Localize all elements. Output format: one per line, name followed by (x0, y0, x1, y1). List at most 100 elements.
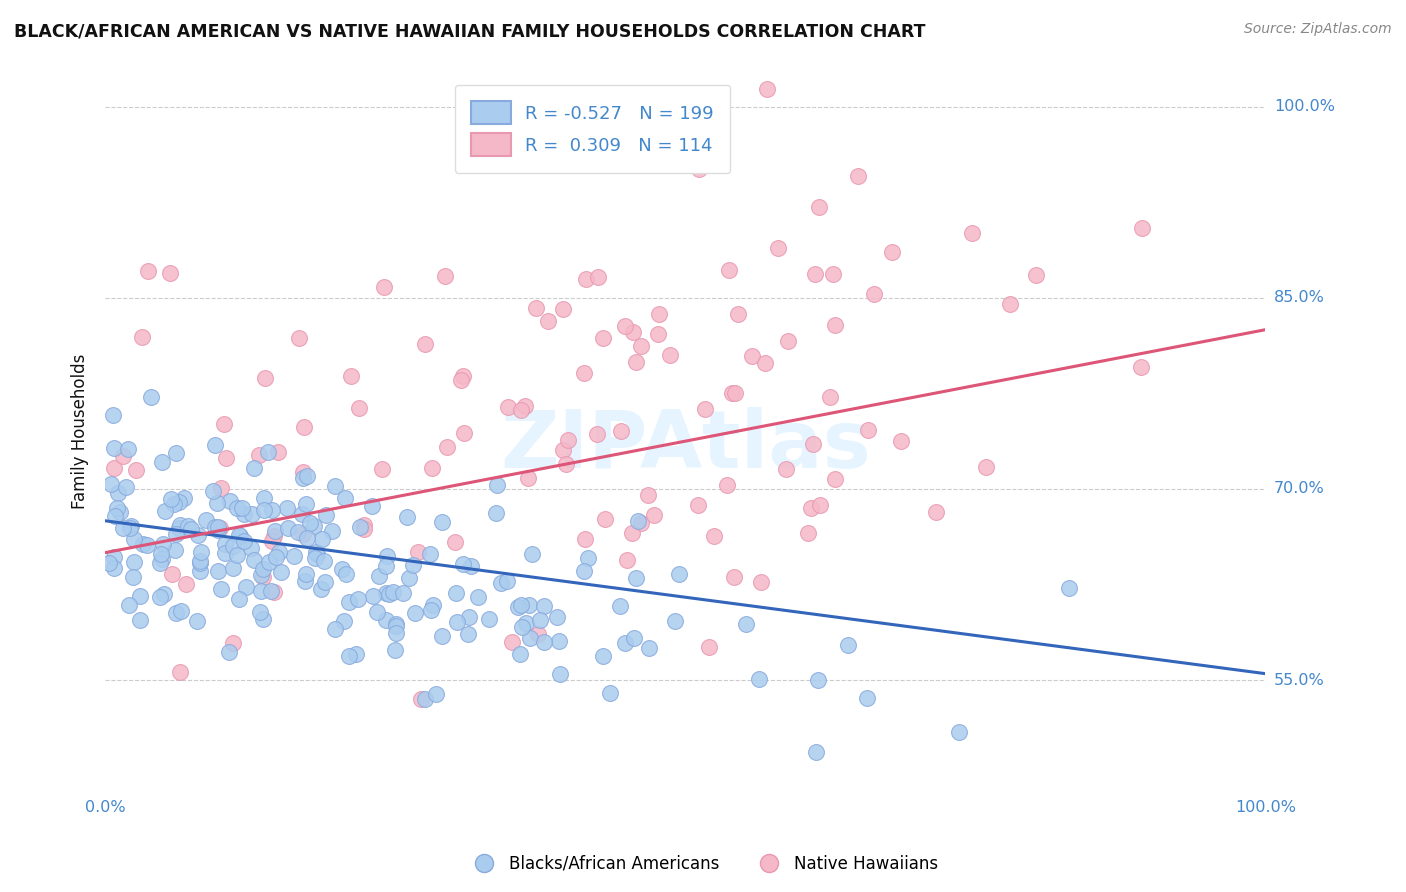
Point (159, 266, 181, 280)
Point (620, 526, 643, 541)
Point (537, 314, 560, 328)
Point (626, 355, 648, 369)
Point (821, 267, 844, 281)
Point (167, 521, 190, 535)
Point (925, 505, 948, 519)
Point (446, 586, 468, 600)
Point (513, 399, 536, 413)
Point (717, 262, 740, 277)
Point (948, 724, 970, 739)
Point (305, 547, 328, 561)
Point (222, 636, 245, 650)
Point (207, 496, 229, 510)
Point (139, 390, 162, 404)
Point (371, 462, 394, 476)
Point (112, 521, 135, 535)
Point (252, 561, 274, 575)
Point (664, 614, 686, 628)
Point (524, 301, 547, 316)
Point (533, 635, 555, 649)
Point (292, 465, 315, 479)
Point (118, 599, 141, 613)
Point (291, 527, 314, 541)
Point (515, 616, 537, 631)
Point (658, 348, 681, 362)
Point (257, 444, 280, 458)
Point (120, 521, 142, 535)
Legend: Blacks/African Americans, Native Hawaiians: Blacks/African Americans, Native Hawaiia… (461, 848, 945, 880)
Point (177, 519, 200, 533)
Point (103, 550, 125, 565)
Point (800, 500, 823, 515)
Point (574, 564, 596, 578)
Point (188, 554, 211, 568)
Point (557, 433, 579, 447)
Point (614, 636, 637, 650)
Point (173, 491, 195, 506)
Point (349, 520, 371, 534)
Point (190, 545, 212, 559)
Point (1130, 359, 1153, 374)
Point (422, 598, 444, 612)
Point (165, 606, 187, 620)
Point (122, 570, 145, 584)
Point (890, 434, 912, 448)
Text: 100.0%: 100.0% (1274, 99, 1334, 114)
Point (207, 565, 229, 579)
Point (775, 462, 797, 476)
Point (735, 616, 758, 631)
Point (778, 334, 800, 348)
Point (1057, 581, 1080, 595)
Point (444, 535, 467, 549)
Point (321, 524, 343, 538)
Point (218, 645, 240, 659)
Point (803, 437, 825, 451)
Point (361, 500, 384, 514)
Point (856, 423, 879, 437)
Point (766, 241, 789, 255)
Point (254, 371, 277, 385)
Point (295, 567, 318, 582)
Point (807, 200, 830, 214)
Point (250, 568, 273, 582)
Point (453, 426, 475, 441)
Point (132, 537, 155, 551)
Point (169, 517, 191, 532)
Point (436, 440, 458, 454)
Point (201, 483, 224, 498)
Point (413, 337, 436, 351)
Point (1000, 297, 1022, 311)
Point (323, 622, 346, 636)
Point (808, 498, 831, 512)
Point (98, 556, 121, 570)
Point (188, 556, 211, 570)
Point (115, 480, 138, 494)
Point (806, 745, 828, 759)
Point (249, 605, 271, 619)
Point (323, 479, 346, 493)
Point (226, 501, 249, 516)
Point (425, 687, 447, 701)
Point (267, 444, 290, 458)
Point (207, 523, 229, 537)
Point (231, 501, 253, 516)
Point (269, 545, 291, 559)
Point (422, 461, 444, 475)
Point (297, 531, 319, 545)
Point (252, 570, 274, 584)
Point (204, 520, 226, 534)
Text: ZIPAtlas: ZIPAtlas (501, 407, 870, 485)
Point (162, 567, 184, 582)
Point (304, 518, 326, 533)
Point (340, 369, 363, 384)
Point (180, 522, 202, 536)
Point (214, 417, 236, 431)
Point (190, 564, 212, 578)
Point (252, 612, 274, 626)
Point (257, 555, 280, 569)
Point (398, 571, 420, 585)
Point (623, 631, 645, 645)
Point (214, 537, 236, 551)
Point (163, 497, 186, 511)
Point (110, 505, 132, 519)
